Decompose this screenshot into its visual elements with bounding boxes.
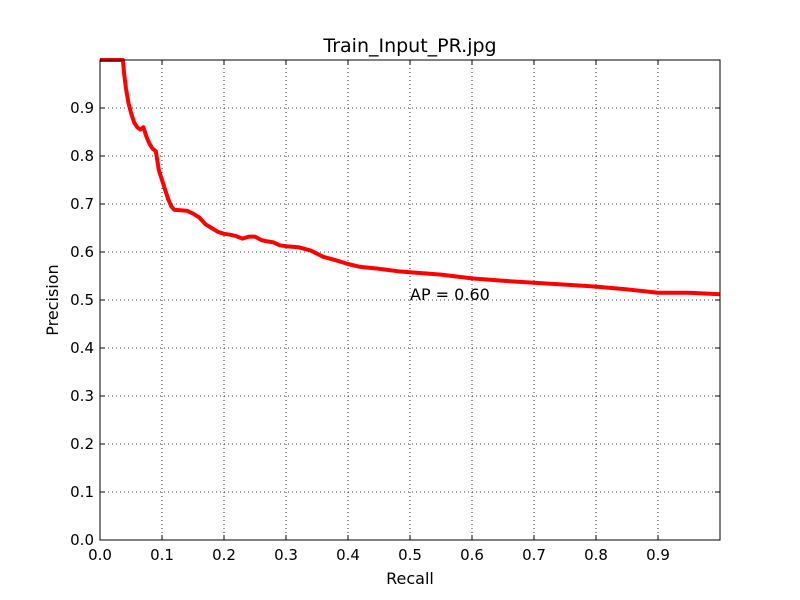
x-tick-label: 0.1 xyxy=(150,546,174,564)
y-axis-label: Precision xyxy=(43,264,62,335)
grid xyxy=(100,60,720,540)
x-tick-label: 0.5 xyxy=(398,546,422,564)
chart-title: Train_Input_PR.jpg xyxy=(322,35,496,57)
x-tick-label: 0.8 xyxy=(584,546,608,564)
y-tick-label: 0.8 xyxy=(70,147,94,165)
x-tick-label: 0.3 xyxy=(274,546,298,564)
ap-annotation: AP = 0.60 xyxy=(410,285,490,304)
y-tick-label: 0.4 xyxy=(70,339,94,357)
x-tick-label: 0.9 xyxy=(646,546,670,564)
y-tick-labels: 0.0 0.1 0.2 0.3 0.4 0.5 0.6 0.7 0.8 0.9 xyxy=(70,99,94,549)
x-tick-label: 0.0 xyxy=(88,546,112,564)
y-tick-label: 0.5 xyxy=(70,291,94,309)
y-tick-label: 0.2 xyxy=(70,435,94,453)
series-layer xyxy=(100,58,721,297)
y-tick-label: 0.6 xyxy=(70,243,94,261)
x-tick-label: 0.2 xyxy=(212,546,236,564)
x-tick-label: 0.7 xyxy=(522,546,546,564)
tick-marks xyxy=(99,60,720,541)
pr-curve xyxy=(100,58,721,297)
y-tick-label: 0.0 xyxy=(70,531,94,549)
y-tick-label: 0.1 xyxy=(70,483,94,501)
y-tick-label: 0.3 xyxy=(70,387,94,405)
x-tick-label: 0.4 xyxy=(336,546,360,564)
y-tick-label: 0.7 xyxy=(70,195,94,213)
x-axis-label: Recall xyxy=(386,569,434,588)
x-tick-labels: 0.0 0.1 0.2 0.3 0.4 0.5 0.6 0.7 0.8 0.9 xyxy=(88,546,670,564)
y-tick-label: 0.9 xyxy=(70,99,94,117)
x-tick-label: 0.6 xyxy=(460,546,484,564)
